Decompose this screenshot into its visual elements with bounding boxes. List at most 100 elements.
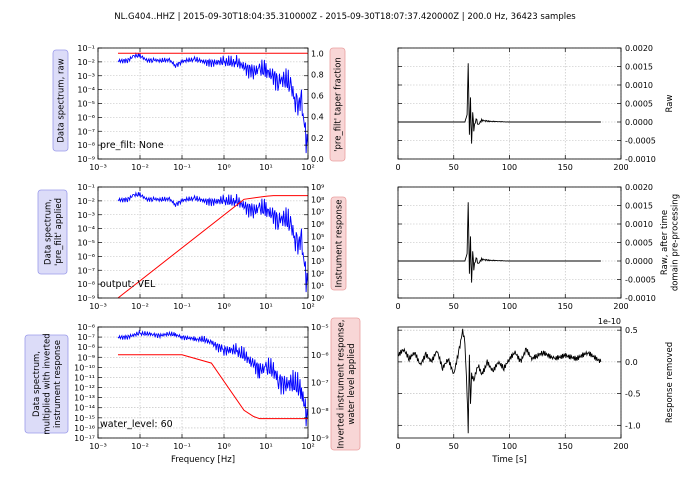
x-tick-label: 200 [613,163,628,172]
y-right-label-box [329,47,346,162]
offset-label: 1e-10 [598,317,621,326]
y-label-box [52,49,69,152]
y-axis-label: Data spectrum, raw [57,58,67,142]
response-line [117,195,308,299]
y-axis-label: 'pre_filt' applied [54,198,64,266]
waveform-line [398,202,601,283]
y-right-tick-label: 10⁻⁹ [311,434,329,443]
y-tick-label: 10⁻¹³ [74,394,95,403]
x-tick-label: 0 [395,302,400,311]
y-tick-label: 10⁻⁸ [77,141,95,150]
axes-frame [97,326,309,439]
y-tick-label: 0.0000 [625,118,653,127]
y-tick-label: 10⁻³ [77,211,95,220]
y-tick-label: -0.0010 [625,294,656,303]
y-axis-label: instrument response [53,340,63,428]
y-tick-label: 10⁻⁷ [77,266,95,275]
y-tick-label: -0.5 [625,390,641,399]
x-tick-label: 10⁰ [217,163,230,172]
y-right-tick-label: 10⁷ [311,208,324,217]
chart-spec1: 10⁻³ 10⁻² 10⁻¹ 10⁰ 10¹ 10² 10⁻⁹ 10⁻⁸ 10⁻⁷ 10⁻⁶ 10⁻… [52,44,346,172]
y-tick-label: -0.0005 [625,276,656,285]
x-tick-label: 0 [395,163,400,172]
x-tick-label: 10⁻¹ [173,302,191,311]
x-tick-label: 50 [449,442,459,451]
x-tick-label: 10⁰ [217,442,230,451]
y-tick-label: 10⁻⁹ [77,294,95,303]
y-tick-label: 10⁻⁶ [77,252,95,261]
spectrum-line [117,52,309,154]
y-tick-label: 0.0015 [625,63,653,72]
y-right-label-box [330,317,361,451]
x-tick-label: 10⁻² [131,302,149,311]
y-axis-label: Data spectrum, [32,351,42,417]
x-tick-label: 100 [502,442,517,451]
y-tick-label: 10⁻¹² [74,384,95,393]
x-tick-label: 10⁻¹ [173,442,191,451]
y-right-tick-label: 10¹ [311,282,324,291]
x-tick-label: 200 [613,302,628,311]
y-tick-label: 10⁻⁵ [77,100,95,109]
y-tick-label: 10⁻⁴ [77,225,95,234]
x-tick-label: 200 [613,442,628,451]
y-tick-label: 10⁻¹ [77,44,95,53]
y-right-tick-label: 10⁶ [311,220,324,229]
y-right-axis-label: water level applied [347,343,357,424]
y-tick-label: 0.0005 [625,100,653,109]
y-axis-label: domain pre-processing [670,194,680,291]
y-right-tick-label: 10⁰ [311,294,324,303]
x-tick-label: 150 [558,302,573,311]
x-tick-label: 10⁻³ [89,302,107,311]
y-right-tick-label: 10⁴ [311,245,324,254]
y-tick-label: 0.0020 [625,183,653,192]
y-label-box [24,334,69,434]
y-tick-label: 10⁻¹⁴ [74,404,95,413]
x-tick-label: 10⁻² [131,163,149,172]
y-tick-label: 10⁻¹⁶ [74,424,95,433]
y-tick-label: 0.0000 [625,257,653,266]
y-tick-label: -0.0010 [625,155,656,164]
y-tick-label: 0.0010 [625,220,653,229]
x-tick-label: 10² [301,442,314,451]
chart-spec2: 10⁻³ 10⁻² 10⁻¹ 10⁰ 10¹ 10² 10⁻⁹ 10⁻⁸ 10⁻⁷ 10⁻⁶ 10⁻… [37,183,347,311]
y-tick-label: -1.0 [625,421,641,430]
waveform-line [397,328,602,434]
y-tick-label: 10⁻⁵ [77,239,95,248]
x-tick-label: 100 [502,163,517,172]
y-tick-label: 10⁻⁹ [77,353,95,362]
response-line [118,354,308,420]
y-tick-label: 10⁻² [77,58,95,67]
y-tick-label: 10⁻⁷ [77,127,95,136]
y-tick-label: 0.0010 [625,81,653,90]
y-right-axis-label: 'pre_filt' taper fraction [334,57,344,152]
x-tick-label: 10⁰ [217,302,230,311]
y-axis-label: multiplied with inverted [43,333,53,434]
y-tick-label: 10⁻⁷ [77,333,95,342]
x-tick-label: 10¹ [259,302,272,311]
y-tick-label: 10⁻¹¹ [74,373,95,382]
chart-panels: 10⁻³ 10⁻² 10⁻¹ 10⁰ 10¹ 10²10⁻⁹10⁻⁸10⁻⁷10⁻⁶10⁻… [24,44,680,465]
y-right-tick-label: 0.4 [311,113,324,122]
x-tick-label: 10⁻² [131,442,149,451]
x-axis-label: Frequency [Hz] [171,455,235,465]
y-label-box [37,189,68,275]
y-right-tick-label: 10⁻⁷ [311,379,329,388]
x-tick-label: 150 [558,163,573,172]
x-tick-label: 0 [395,442,400,451]
y-right-tick-label: 10⁹ [311,183,324,192]
x-tick-label: 10² [301,163,314,172]
y-tick-label: 10⁻¹ [77,183,95,192]
y-right-tick-label: 10⁵ [311,232,324,241]
y-right-axis-label: Inverted instrument response, [336,320,346,449]
y-axis-label: Raw [665,95,675,113]
x-tick-label: 100 [502,302,517,311]
y-right-axis-label: Instrument response [335,199,345,287]
chart-raw1: 0 50 100 150 200-0.0010 -0.0005 0.0000 0.0005 0.… [395,44,675,172]
spectrum-line [117,329,309,427]
chart-resp: 0 50 100 150 200 -1.0 -0.5 0.0 0.5 1e-10 Time [s] R… [395,317,675,465]
x-tick-label: 10¹ [259,163,272,172]
y-tick-label: 10⁻⁴ [77,86,95,95]
x-tick-label: 10² [301,302,314,311]
y-right-tick-label: 10³ [311,257,324,266]
